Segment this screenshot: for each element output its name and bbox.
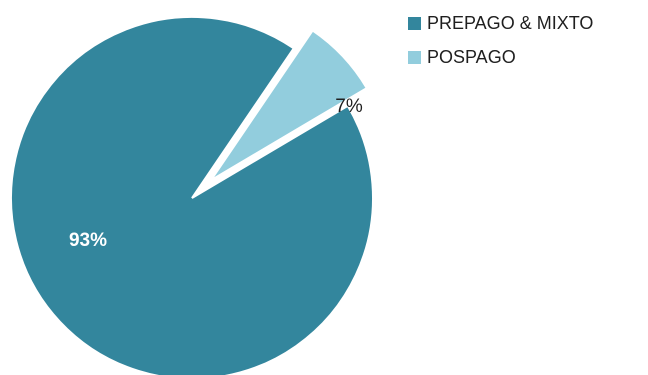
- legend-swatch-pospago: [408, 50, 421, 64]
- legend-swatch-prepago-mixto: [408, 16, 421, 30]
- legend-label-pospago: POSPAGO: [427, 46, 516, 67]
- legend-item-prepago-mixto: PREPAGO & MIXTO: [408, 6, 644, 40]
- pie-slice-pospago: [210, 29, 369, 182]
- data-label-pospago: 7%: [335, 96, 363, 117]
- legend-label-prepago-mixto: PREPAGO & MIXTO: [427, 12, 594, 33]
- chart-legend: PREPAGO & MIXTO POSPAGO: [408, 6, 644, 74]
- pie-slice-prepago-mixto: [10, 16, 374, 375]
- legend-item-pospago: POSPAGO: [408, 40, 644, 74]
- data-label-prepago-mixto: 93%: [69, 230, 107, 251]
